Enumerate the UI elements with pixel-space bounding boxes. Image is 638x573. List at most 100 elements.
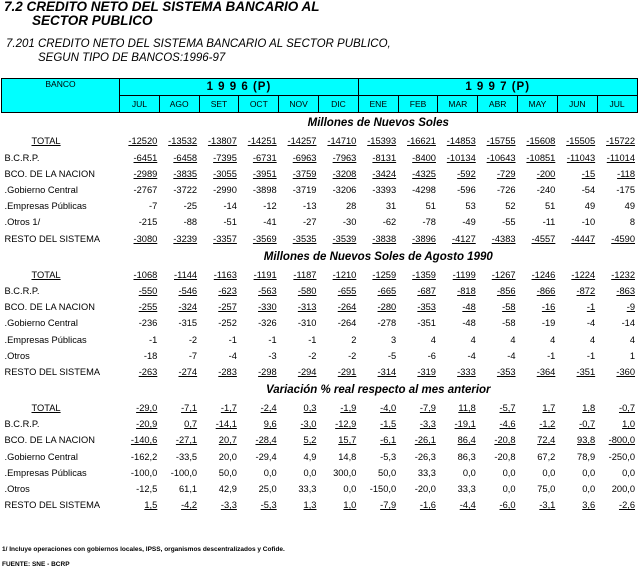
table-cell: -1	[547, 350, 556, 361]
section-spacer	[2, 380, 120, 400]
table-cell: 4	[510, 334, 516, 345]
row-label: .Gobierno Central	[4, 451, 78, 462]
row-label: .Otros	[4, 484, 30, 495]
table-cell: -4,0	[380, 403, 397, 414]
table-cell: -15393	[367, 136, 397, 147]
table-row: RESTO DEL SISTEMA -263 -274 -283 -298 -294 -29…	[2, 364, 638, 380]
table-cell: 3	[390, 334, 397, 345]
table-cell: -3898	[252, 185, 277, 196]
table-cell: -48	[462, 318, 476, 329]
table-row: RESTO DEL SISTEMA 1,5 -4,2 -3,3 -5,3 1,3 1,0 -7…	[2, 497, 638, 513]
table-cell: -175	[616, 185, 636, 196]
table-cell: -1	[149, 334, 158, 345]
table-cell: -11	[542, 217, 556, 228]
table-cell: 0,0	[582, 484, 596, 495]
table-row: .Gobierno Central -236 -315 -252 -326 -310 -26…	[2, 315, 638, 331]
table-cell: -665	[377, 285, 397, 296]
table-cell: 4	[430, 334, 436, 345]
table-row: .Gobierno Central -162,2 -33,5 20,0 -29,4 4,9…	[2, 449, 638, 465]
table-cell: -326	[258, 318, 277, 329]
table-cell: -1191	[253, 269, 277, 280]
table-cell: -726	[496, 185, 516, 196]
table-cell: -1,7	[220, 403, 237, 414]
table-cell: -283	[218, 366, 237, 377]
table-cell: 53	[465, 201, 476, 212]
table-cell: -4	[586, 318, 596, 329]
table-row: .Empresas Públicas -7 -25 -14 -12 -13 28 31 51 53…	[2, 198, 638, 214]
table-cell: -15722	[606, 136, 636, 147]
header-month: MAR	[437, 95, 479, 114]
table-cell: -12,5	[136, 484, 158, 495]
table-cell: -20,8	[494, 451, 516, 462]
header-month: ABR	[477, 95, 519, 114]
table-cell: 51	[425, 201, 436, 212]
table-cell: -13807	[207, 136, 237, 147]
table-cell: 1,0	[343, 500, 357, 511]
table-cell: 9,6	[263, 419, 277, 430]
table-cell: -14251	[247, 136, 277, 147]
section-title: Millones de Nuevos Soles	[307, 117, 449, 130]
header-months-row: JUL AGO SET OCT NOV DIC ENE FEB MAR ABR MAY JUN JUL	[2, 95, 638, 114]
table-cell: -313	[297, 302, 317, 313]
table-cell: -5,3	[260, 500, 277, 511]
table-cell: -3835	[173, 168, 198, 179]
table-cell: -200	[536, 168, 556, 179]
table-cell: -1259	[372, 269, 397, 280]
header-month: FEB	[397, 95, 439, 114]
table-cell: 20,0	[218, 451, 237, 462]
table-cell: -278	[377, 318, 397, 329]
table-cell: -10	[581, 217, 596, 228]
table-cell: -41	[263, 217, 277, 228]
table-cell: -1	[308, 334, 317, 345]
table-cell: -4	[228, 350, 237, 361]
table-cell: -54	[581, 185, 596, 196]
table-cell: -818	[457, 285, 476, 296]
header-year-1997: 1 9 9 7 (P)	[357, 77, 638, 97]
table-cell: -3535	[292, 233, 317, 244]
table-cell: 33,3	[457, 484, 476, 495]
table-cell: -14257	[287, 136, 317, 147]
table-cell: -1068	[133, 269, 158, 280]
table-cell: -16621	[407, 136, 436, 147]
row-label: B.C.R.P.	[4, 285, 40, 296]
table-cell: 75,0	[537, 484, 556, 495]
table-cell: -14,1	[215, 419, 237, 430]
table-cell: -1	[228, 334, 237, 345]
table-cell: 1,7	[542, 403, 556, 414]
table-cell: -1	[586, 350, 596, 361]
row-label: RESTO DEL SISTEMA	[4, 366, 101, 377]
table-cell: -1232	[611, 269, 636, 280]
table-cell: -14	[223, 201, 237, 212]
table-title: 7.201 CREDITO NETO DEL SISTEMA BANCARIO …	[6, 37, 391, 65]
table-cell: -4557	[531, 233, 556, 244]
table-row: BCO. DE LA NACION -255 -324 -257 -330 -313 -26…	[2, 299, 638, 315]
table-cell: -687	[417, 285, 436, 296]
table-row: .Otros -18 -7 -4 -3 -2 -2 -5 -6 -4 -4 -1 -1 1	[2, 348, 638, 364]
table-cell: -264	[337, 318, 357, 329]
table-cell: -2989	[133, 168, 158, 179]
main-title: 7.2 CREDITO NETO DEL SISTEMA BANCARIO AL…	[4, 0, 320, 28]
table-cell: 4	[550, 334, 556, 345]
header-month: ENE	[357, 95, 399, 114]
header-month: DIC	[317, 95, 359, 114]
table-cell: -7963	[332, 152, 357, 163]
table-cell: -9	[626, 302, 636, 313]
table-cell: 0,3	[303, 403, 317, 414]
table-cell: -58	[502, 318, 516, 329]
header-month: JUN	[556, 95, 598, 114]
table-cell: -7,1	[181, 403, 198, 414]
table-cell: 49	[624, 201, 636, 212]
table-cell: -1	[268, 334, 277, 345]
row-label: .Empresas Públicas	[4, 334, 87, 345]
table-body: Millones de Nuevos Soles TOTAL -12520 -1353…	[2, 113, 638, 513]
table-cell: -274	[178, 366, 198, 377]
table-cell: -15755	[486, 136, 516, 147]
table-cell: 52	[505, 201, 516, 212]
table-cell: 33,3	[417, 467, 436, 478]
section-header-row: Variación % real respecto al mes anterio…	[2, 380, 638, 400]
table-cell: -2	[188, 334, 198, 345]
table-cell: -257	[218, 302, 237, 313]
table-cell: -252	[218, 318, 237, 329]
table-cell: 15,7	[338, 435, 357, 446]
table-cell: -6,1	[380, 435, 397, 446]
